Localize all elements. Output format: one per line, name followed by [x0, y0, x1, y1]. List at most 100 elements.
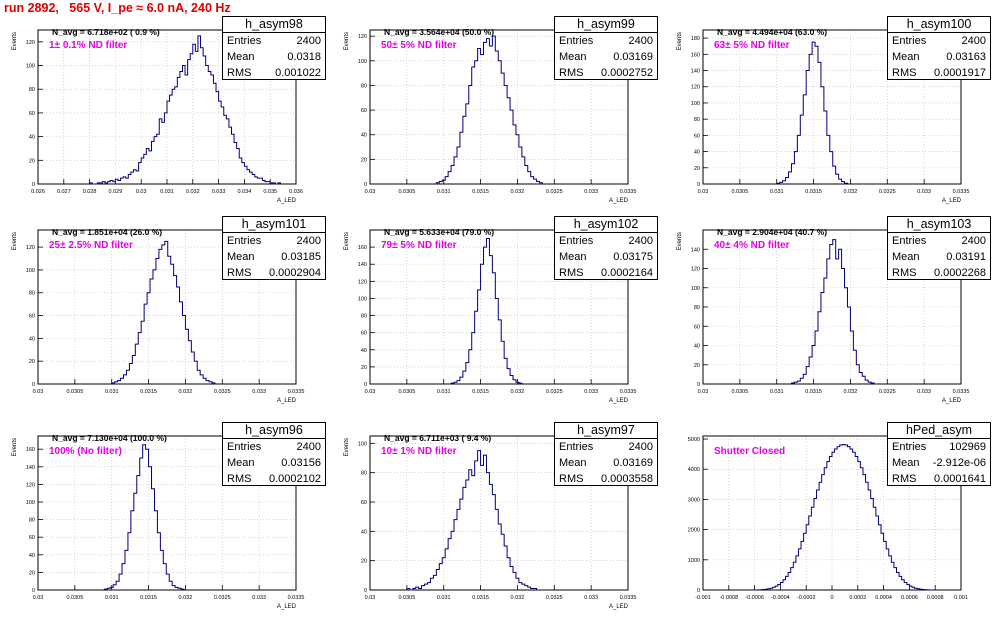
n-avg-label: N_avg = 7.130e+04 (100.0 %) — [52, 433, 167, 443]
y-axis-title: Events — [344, 438, 350, 456]
y-tick-label: 20 — [361, 365, 367, 371]
x-tick-label: 0.0305 — [66, 595, 83, 601]
stats-value: -2.912e-06 — [932, 457, 986, 469]
histogram-svg: 0.03 0.0305 0.031 0.0315 0.032 0.0325 0.033 0.0… — [677, 29, 970, 204]
x-tick-label: 0.0006 — [901, 595, 918, 601]
stats-row-mean: Mean 0.03169 — [555, 49, 657, 65]
y-tick-label: 180 — [691, 36, 700, 42]
stats-value: 2400 — [296, 35, 321, 47]
y-tick-label: 80 — [361, 471, 367, 477]
y-tick-label: 1000 — [688, 558, 700, 564]
stats-row-entries: Entries 102969 — [888, 439, 990, 455]
x-tick-label: 0.03 — [365, 189, 376, 195]
histogram-line — [103, 444, 185, 590]
x-tick-label: 0.0305 — [731, 389, 748, 395]
histogram-name: h_asym101 — [223, 217, 325, 233]
x-tick-label: 0.03 — [365, 595, 376, 601]
y-tick-label: 5000 — [688, 437, 700, 443]
stats-box: h_asym99 Entries 2400 Mean 0.03169 RMS 0.00027… — [554, 16, 658, 80]
histogram-name: h_asym96 — [223, 423, 325, 439]
stats-value: 2400 — [628, 441, 653, 453]
x-tick-label: 0.0325 — [879, 389, 896, 395]
stats-row-entries: Entries 2400 — [888, 233, 990, 249]
y-tick-label: 0 — [697, 588, 700, 594]
x-axis-title: A_LED — [609, 198, 629, 204]
histogram-line — [111, 240, 216, 384]
x-tick-label: -0.0006 — [745, 595, 764, 601]
x-tick-label: 0.026 — [31, 189, 45, 195]
stats-value: 0.03175 — [613, 251, 653, 263]
stats-row-rms: RMS 0.0003558 — [555, 471, 657, 487]
stats-row-entries: Entries 2400 — [223, 439, 325, 455]
y-tick-label: 60 — [29, 314, 35, 320]
x-tick-label: 0.032 — [179, 595, 193, 601]
x-tick-label: 0.033 — [584, 389, 598, 395]
x-tick-label: 0.031 — [437, 389, 451, 395]
y-axis-title: Events — [344, 232, 350, 250]
y-tick-label: 40 — [694, 344, 700, 350]
x-tick-label: 0.033 — [212, 189, 226, 195]
stats-row-mean: Mean 0.0318 — [223, 49, 325, 65]
y-tick-label: 0 — [697, 182, 700, 188]
x-tick-label: 0.032 — [186, 189, 200, 195]
y-tick-label: 20 — [29, 359, 35, 365]
plot-frame — [37, 229, 297, 385]
stats-label: RMS — [892, 67, 917, 79]
x-tick-label: 0.03 — [33, 595, 44, 601]
x-tick-label: 0.0325 — [546, 189, 563, 195]
x-tick-label: 0.0315 — [805, 389, 822, 395]
histogram-name: h_asym100 — [888, 17, 990, 33]
x-tick-label: 0.036 — [289, 189, 303, 195]
x-tick-label: -0.0008 — [719, 595, 738, 601]
stats-value: 0.0318 — [287, 51, 321, 63]
x-tick-label: -0.0004 — [771, 595, 790, 601]
stats-row-mean: Mean -2.912e-06 — [888, 455, 990, 471]
histogram-name: h_asym102 — [555, 217, 657, 233]
stats-label: RMS — [892, 473, 917, 485]
y-tick-label: 40 — [29, 553, 35, 559]
histogram-panel: 0.03 0.0305 0.031 0.0315 0.032 0.0325 0.033 0.0… — [340, 16, 670, 228]
y-tick-label: 80 — [694, 117, 700, 123]
stats-row-rms: RMS 0.0001917 — [888, 65, 990, 81]
stats-value: 0.03185 — [281, 251, 321, 263]
histogram-svg: -0.001 -0.0008 -0.0006 -0.0004 -0.0002 0 0.000… — [688, 435, 968, 601]
x-tick-label: 0.03 — [698, 389, 709, 395]
x-tick-label: 0.031 — [160, 189, 174, 195]
stats-value: 0.03156 — [281, 457, 321, 469]
x-tick-label: 0.0305 — [398, 389, 415, 395]
filter-label: 25± 2.5% ND filter — [49, 240, 133, 251]
filter-label: 40± 4% ND filter — [714, 240, 790, 251]
y-tick-label: 80 — [361, 314, 367, 320]
x-tick-label: 0.0335 — [288, 389, 305, 395]
stats-value: 0.0002268 — [934, 267, 986, 279]
histogram-svg: 0.03 0.0305 0.031 0.0315 0.032 0.0325 0.033 0.0… — [12, 435, 304, 610]
y-tick-label: 4000 — [688, 467, 700, 473]
stats-box: h_asym96 Entries 2400 Mean 0.03156 RMS 0.00021… — [222, 422, 326, 486]
x-axis-title: A_LED — [609, 604, 629, 610]
y-tick-label: 40 — [29, 336, 35, 342]
histogram-svg: 0.03 0.0305 0.031 0.0315 0.032 0.0325 0.033 0.0… — [344, 435, 636, 610]
y-tick-label: 60 — [361, 331, 367, 337]
stats-value: 2400 — [628, 235, 653, 247]
x-tick-label: 0.031 — [437, 595, 451, 601]
stats-label: Entries — [227, 35, 262, 47]
y-tick-label: 120 — [26, 482, 35, 488]
x-tick-label: 0.0305 — [398, 595, 415, 601]
y-tick-label: 100 — [691, 101, 700, 107]
histogram-line — [450, 238, 523, 384]
histogram-name: h_asym99 — [555, 17, 657, 33]
stats-row-rms: RMS 0.0002268 — [888, 265, 990, 281]
histogram-line — [776, 41, 848, 184]
x-tick-label: 0.029 — [109, 189, 123, 195]
x-tick-label: 0.0335 — [953, 189, 970, 195]
histogram-panel: 0.03 0.0305 0.031 0.0315 0.032 0.0325 0.033 0.0… — [8, 422, 338, 634]
x-tick-label: 0.0305 — [731, 189, 748, 195]
y-tick-label: 40 — [29, 135, 35, 141]
stats-box: h_asym103 Entries 2400 Mean 0.03191 RMS 0.0002… — [887, 216, 991, 280]
y-tick-label: 80 — [29, 291, 35, 297]
y-tick-label: 80 — [29, 87, 35, 93]
x-tick-label: 0.032 — [511, 389, 525, 395]
histogram-line — [754, 443, 934, 591]
y-tick-label: 160 — [26, 447, 35, 453]
histogram-line — [790, 239, 875, 384]
